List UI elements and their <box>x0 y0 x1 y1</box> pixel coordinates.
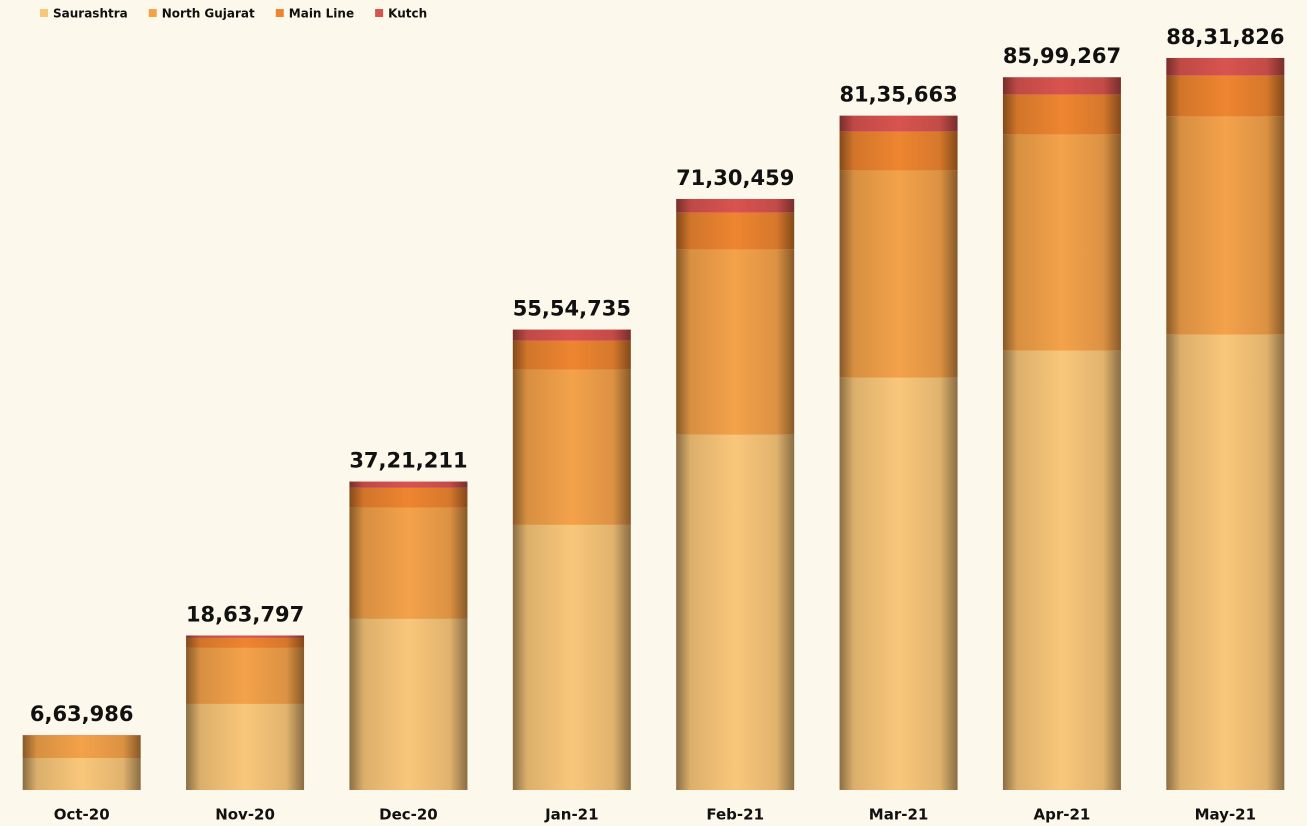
bar-segment <box>839 115 958 132</box>
bar-segment <box>676 198 795 213</box>
x-tick-label: May-21 <box>1195 806 1256 824</box>
bar-segment <box>349 487 468 508</box>
total-label: 37,21,211 <box>349 449 467 473</box>
bar-segment <box>512 329 631 341</box>
bar-segment <box>676 434 795 790</box>
bar-segment <box>349 481 468 488</box>
x-tick-label: Apr-21 <box>1034 806 1091 824</box>
legend-label: North Gujarat <box>162 7 255 21</box>
legend-label: Kutch <box>388 7 427 21</box>
x-tick-label: Feb-21 <box>706 806 764 824</box>
bar-segment <box>1002 350 1121 790</box>
total-label: 71,30,459 <box>676 166 794 190</box>
legend-swatch <box>148 9 157 17</box>
bar-segment <box>186 637 305 648</box>
legend-swatch <box>40 9 48 17</box>
bar-segment <box>1166 334 1285 790</box>
bar-segment <box>1002 94 1121 135</box>
bar-segment <box>349 618 468 790</box>
bar-segment <box>186 703 305 790</box>
bar-segment <box>512 340 631 370</box>
legend-swatch <box>275 9 284 17</box>
bar-segment <box>22 758 141 790</box>
bar-segment <box>349 507 468 619</box>
bar-segment <box>676 212 795 250</box>
x-tick-label: Jan-21 <box>544 806 598 824</box>
x-tick-label: Dec-20 <box>379 806 438 824</box>
bar-segment <box>1166 116 1285 335</box>
total-label: 81,35,663 <box>839 83 957 107</box>
bar-segment <box>839 131 958 171</box>
bar-segment <box>186 647 305 704</box>
legend-swatch <box>375 9 384 17</box>
bar-segment <box>1166 75 1285 117</box>
legend-label: Main Line <box>289 7 354 21</box>
bar-segment <box>1002 134 1121 351</box>
legend-label: Saurashtra <box>53 7 128 21</box>
total-label: 88,31,826 <box>1166 25 1284 49</box>
bar-segment <box>1166 57 1285 76</box>
x-tick-label: Oct-20 <box>54 806 110 824</box>
bar-segment <box>186 635 305 638</box>
total-label: 6,63,986 <box>30 702 134 726</box>
x-tick-label: Mar-21 <box>869 806 929 824</box>
bar-segment <box>512 369 631 525</box>
bar-segment <box>22 735 141 759</box>
total-label: 18,63,797 <box>186 603 304 627</box>
bar-segment <box>676 249 795 435</box>
x-tick-label: Nov-20 <box>215 806 275 824</box>
bar-segment <box>512 524 631 790</box>
bar-segment <box>839 170 958 378</box>
bar-segment <box>839 377 958 790</box>
bar-segment <box>1002 77 1121 95</box>
total-label: 55,54,735 <box>513 297 631 321</box>
total-label: 85,99,267 <box>1003 44 1121 68</box>
